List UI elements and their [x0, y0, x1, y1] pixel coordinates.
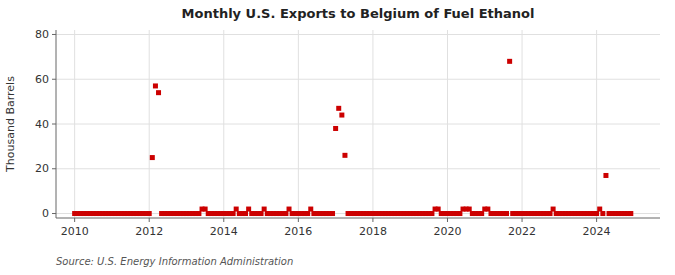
y-tick: [52, 168, 56, 169]
axes: 0 20 40 60 80 2010 2012 2014 2016 2018 2020 2022 202…: [35, 28, 660, 238]
point: [156, 90, 161, 95]
point: [339, 113, 344, 118]
x-axis-line: [56, 218, 660, 219]
grid-line-x: [522, 30, 523, 218]
grid: [56, 30, 660, 218]
point: [548, 211, 553, 216]
point: [429, 211, 434, 216]
point: [246, 207, 251, 212]
y-tick-label: 80: [35, 28, 49, 41]
grid-line-y: [56, 34, 660, 35]
x-tick-label: 2012: [135, 225, 163, 238]
point: [203, 207, 208, 212]
point: [504, 211, 509, 216]
point: [597, 207, 602, 212]
point: [336, 106, 341, 111]
y-tick: [52, 213, 56, 214]
point: [147, 211, 152, 216]
chart-container: 0 20 40 60 80 2010 2012 2014 2016 2018 2020 2022 202…: [0, 0, 675, 275]
point: [287, 207, 292, 212]
point: [436, 207, 441, 212]
point: [231, 211, 236, 216]
x-tick: [522, 218, 523, 222]
point: [308, 207, 313, 212]
grid-line-y: [56, 79, 660, 80]
point: [262, 207, 267, 212]
point: [153, 83, 158, 88]
x-tick-label: 2022: [508, 225, 536, 238]
grid-line-x: [149, 30, 150, 218]
grid-line-x: [74, 30, 75, 218]
x-tick: [372, 218, 373, 222]
y-tick-label: 0: [42, 207, 49, 220]
y-tick-label: 20: [35, 162, 49, 175]
x-tick: [149, 218, 150, 222]
points: [72, 59, 633, 216]
point: [330, 211, 335, 216]
grid-line-x: [372, 30, 373, 218]
y-axis-label: Thousand Barrels: [4, 76, 17, 173]
source-note: Source: U.S. Energy Information Administ…: [56, 256, 293, 267]
x-tick-label: 2014: [210, 225, 238, 238]
point: [305, 211, 310, 216]
point: [507, 59, 512, 64]
point: [457, 211, 462, 216]
x-tick-label: 2016: [284, 225, 312, 238]
y-tick-label: 60: [35, 73, 49, 86]
x-tick-label: 2018: [359, 225, 387, 238]
x-tick: [596, 218, 597, 222]
x-tick: [223, 218, 224, 222]
point: [333, 126, 338, 131]
grid-line-y: [56, 168, 660, 169]
grid-line-x: [447, 30, 448, 218]
point: [594, 211, 599, 216]
point: [150, 155, 155, 160]
x-tick: [298, 218, 299, 222]
point: [628, 211, 633, 216]
grid-line-x: [298, 30, 299, 218]
y-tick-label: 40: [35, 118, 49, 131]
point: [603, 173, 608, 178]
x-tick: [447, 218, 448, 222]
x-tick-label: 2010: [61, 225, 89, 238]
point: [600, 211, 605, 216]
point: [342, 153, 347, 158]
title: Monthly U.S. Exports to Belgium of Fuel …: [182, 6, 535, 21]
point: [283, 211, 288, 216]
grid-line-y: [56, 124, 660, 125]
point: [467, 207, 472, 212]
point: [196, 211, 201, 216]
point: [551, 207, 556, 212]
point: [243, 211, 248, 216]
grid-line-x: [596, 30, 597, 218]
y-tick: [52, 34, 56, 35]
chart: 0 20 40 60 80 2010 2012 2014 2016 2018 2020 2022 202…: [0, 0, 675, 275]
grid-line-x: [223, 30, 224, 218]
point: [485, 207, 490, 212]
point: [259, 211, 264, 216]
y-tick: [52, 79, 56, 80]
point: [234, 207, 239, 212]
x-tick-label: 2024: [583, 225, 611, 238]
x-tick: [74, 218, 75, 222]
x-tick-label: 2020: [433, 225, 461, 238]
point: [479, 211, 484, 216]
y-tick: [52, 124, 56, 125]
